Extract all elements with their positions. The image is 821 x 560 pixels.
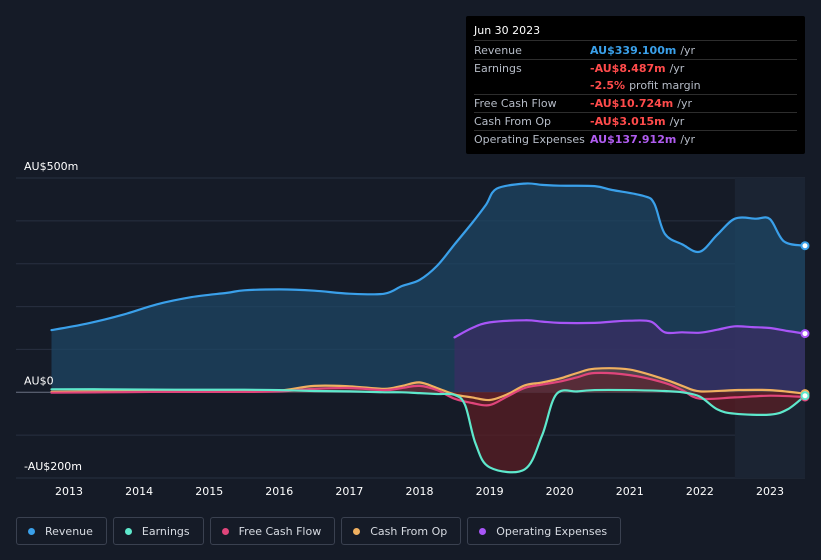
x-tick-label: 2014	[125, 485, 153, 498]
x-tick-label: 2013	[55, 485, 83, 498]
tooltip-label: Free Cash Flow	[474, 97, 557, 110]
legend-label: Operating Expenses	[496, 524, 608, 538]
y-tick-label: -AU$200m	[24, 460, 82, 473]
tooltip-unit: /yr	[669, 115, 685, 128]
tooltip-date: Jun 30 2023	[474, 23, 797, 41]
legend-label: Free Cash Flow	[238, 524, 322, 538]
legend-dot-icon	[479, 527, 487, 535]
earnings-end-marker	[800, 391, 810, 401]
revenue-line	[50, 182, 807, 332]
series-areas	[51, 183, 805, 473]
tooltip-row-revenue: Revenue AU$339.100m /yr	[474, 42, 797, 60]
tooltip-label: Revenue	[474, 44, 522, 57]
y-tick-label: AU$0	[24, 374, 54, 387]
tooltip-row-operating-expenses: Operating Expenses AU$137.912m /yr	[474, 131, 797, 148]
legend-dot-icon	[353, 527, 361, 535]
x-tick-label: 2015	[195, 485, 223, 498]
free-cash-flow-area	[51, 372, 805, 406]
tooltip-row-profit-margin: -2.5% profit margin	[474, 77, 797, 95]
tooltip-label: Earnings	[474, 62, 522, 75]
tooltip-value: -2.5%	[590, 79, 626, 92]
legend-dot-icon	[28, 527, 35, 535]
tooltip-label: Operating Expenses	[474, 133, 585, 146]
x-tick-label: 2019	[476, 485, 504, 498]
tooltip-row-cash-from-op: Cash From Op -AU$3.015m /yr	[474, 113, 797, 131]
x-tick-label: 2022	[686, 485, 714, 498]
earnings-area	[51, 389, 805, 473]
legend-item-operating-expenses[interactable]: Operating Expenses	[467, 517, 622, 545]
axis-labels: AU$500m AU$0 -AU$200m 2013 2014 2015 2016 2017 2…	[24, 160, 784, 498]
legend-label: Revenue	[45, 524, 93, 538]
x-tick-label: 2016	[265, 485, 293, 498]
tooltip-value: -AU$10.724m	[590, 97, 674, 110]
tooltip-row-earnings: Earnings -AU$8.487m /yr	[474, 60, 797, 77]
end-markers	[800, 241, 810, 402]
legend-dot-icon	[221, 527, 229, 535]
legend-item-revenue[interactable]: Revenue	[16, 517, 107, 545]
chart-legend: Revenue Earnings Free Cash Flow Cash Fro…	[16, 517, 622, 545]
x-tick-label: 2018	[405, 485, 433, 498]
x-tick-label: 2023	[756, 485, 784, 498]
legend-item-earnings[interactable]: Earnings	[112, 517, 204, 545]
legend-label: Cash From Op	[370, 524, 448, 538]
operating-expenses-area	[454, 320, 805, 393]
data-tooltip: Jun 30 2023 Revenue AU$339.100m /yr Earn…	[466, 16, 805, 154]
tooltip-unit: /yr	[680, 133, 696, 146]
tooltip-value: AU$137.912m	[590, 133, 677, 146]
x-tick-label: 2020	[546, 485, 574, 498]
tooltip-label	[474, 77, 590, 94]
earnings-line	[50, 388, 807, 474]
operating-expenses-end-marker	[800, 329, 810, 339]
tooltip-value: -AU$3.015m	[590, 115, 666, 128]
x-tick-label: 2017	[335, 485, 363, 498]
legend-label: Earnings	[141, 524, 190, 538]
y-tick-label: AU$500m	[24, 160, 78, 173]
tooltip-unit: profit margin	[629, 79, 701, 92]
legend-item-free-cash-flow[interactable]: Free Cash Flow	[209, 517, 336, 545]
legend-dot-icon	[124, 527, 132, 535]
operating-expenses-line	[453, 319, 807, 339]
tooltip-unit: /yr	[677, 97, 692, 110]
tooltip-unit: /yr	[680, 44, 696, 57]
x-tick-label: 2021	[616, 485, 644, 498]
tooltip-value: -AU$8.487m	[590, 62, 666, 75]
revenue-end-marker	[800, 241, 810, 251]
tooltip-value: AU$339.100m	[590, 44, 677, 57]
tooltip-row-free-cash-flow: Free Cash Flow -AU$10.724m /yr	[474, 95, 797, 113]
tooltip-unit: /yr	[669, 62, 685, 75]
series-lines	[50, 182, 807, 474]
legend-item-cash-from-op[interactable]: Cash From Op	[341, 517, 462, 545]
tooltip-label: Cash From Op	[474, 115, 552, 128]
